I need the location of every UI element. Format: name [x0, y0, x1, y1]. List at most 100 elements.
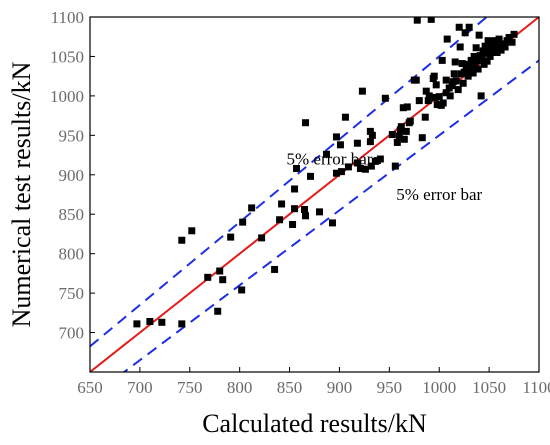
- data-point: [276, 216, 284, 224]
- data-point: [508, 38, 516, 46]
- data-point: [403, 103, 411, 111]
- data-point: [227, 233, 235, 241]
- data-point: [395, 132, 403, 140]
- data-point: [239, 218, 247, 226]
- data-point: [442, 76, 450, 84]
- data-point: [443, 35, 451, 43]
- data-point: [328, 219, 336, 227]
- data-point: [367, 162, 375, 170]
- data-point: [399, 104, 407, 112]
- data-point: [465, 23, 473, 31]
- data-point: [216, 267, 224, 275]
- y-axis-label: Numerical test results/kN: [7, 61, 36, 327]
- data-point: [402, 127, 410, 135]
- x-tick-label: 850: [277, 378, 303, 397]
- y-tick-label: 900: [59, 166, 85, 185]
- data-point: [397, 123, 405, 131]
- y-tick-label: 700: [59, 324, 85, 343]
- data-point: [424, 97, 432, 105]
- data-point: [158, 318, 166, 326]
- data-point: [391, 162, 399, 170]
- reference-line-1: [90, 17, 489, 348]
- data-point: [133, 320, 141, 328]
- data-point: [332, 169, 340, 177]
- data-point: [484, 37, 492, 45]
- data-point: [481, 42, 489, 50]
- data-point: [400, 135, 408, 143]
- x-tick-label: 750: [177, 378, 203, 397]
- data-point: [415, 97, 423, 105]
- data-point: [291, 185, 299, 193]
- error-bar-annotation: 5% error bar: [396, 185, 482, 204]
- x-axis-ticks: 650 700 750 800 850 900 950 1000 1050 1100: [77, 367, 550, 397]
- data-point: [315, 208, 323, 216]
- data-point: [178, 236, 186, 244]
- data-point: [289, 220, 297, 228]
- data-point: [307, 172, 315, 180]
- data-point: [461, 29, 469, 37]
- reference-line-2: [122, 59, 539, 372]
- data-point: [435, 93, 443, 101]
- data-point: [278, 200, 286, 208]
- data-point: [446, 92, 454, 100]
- data-point: [258, 234, 266, 242]
- data-point: [178, 320, 186, 328]
- data-point: [459, 79, 467, 87]
- data-point: [501, 43, 509, 51]
- data-point: [510, 30, 518, 38]
- data-point: [493, 49, 501, 56]
- data-point: [452, 77, 460, 85]
- data-point: [336, 141, 344, 149]
- data-point: [427, 17, 435, 23]
- data-point: [486, 52, 494, 60]
- data-point: [439, 99, 447, 107]
- data-point: [442, 89, 450, 97]
- data-point: [451, 58, 459, 66]
- data-point: [469, 69, 477, 77]
- x-tick-label: 1100: [522, 378, 550, 397]
- y-tick-label: 750: [59, 284, 85, 303]
- x-tick-label: 1000: [422, 378, 456, 397]
- data-point: [413, 17, 421, 24]
- data-point: [430, 72, 438, 80]
- data-point: [492, 44, 500, 52]
- data-point: [341, 113, 349, 121]
- error-bar-annotation: 5% error bar: [287, 150, 373, 169]
- data-point: [368, 131, 376, 139]
- data-point: [393, 138, 401, 146]
- data-point: [412, 76, 420, 84]
- data-point: [455, 23, 463, 31]
- data-point: [376, 155, 384, 163]
- data-point: [188, 227, 196, 235]
- data-point: [366, 138, 374, 146]
- data-point: [302, 119, 310, 127]
- y-tick-label: 850: [59, 205, 85, 224]
- data-point: [293, 164, 301, 172]
- x-axis-label: Calculated results/kN: [202, 409, 427, 438]
- x-tick-label: 1050: [472, 378, 506, 397]
- data-point: [421, 113, 429, 121]
- data-point: [464, 72, 472, 80]
- data-point: [219, 276, 227, 284]
- data-point: [291, 205, 299, 213]
- y-tick-label: 1000: [50, 87, 84, 106]
- data-point: [146, 318, 154, 326]
- data-point: [358, 87, 366, 95]
- data-point: [381, 94, 389, 102]
- data-point: [482, 49, 490, 57]
- data-point: [474, 65, 482, 73]
- data-point: [505, 34, 513, 42]
- data-point: [301, 205, 309, 213]
- data-point: [332, 133, 340, 141]
- x-tick-label: 950: [377, 378, 403, 397]
- data-point: [458, 60, 466, 68]
- plot-frame: [89, 16, 540, 373]
- y-tick-label: 800: [59, 245, 85, 264]
- y-tick-label: 950: [59, 126, 85, 145]
- data-point: [204, 273, 212, 281]
- data-point: [361, 165, 369, 173]
- data-point: [438, 56, 446, 64]
- data-point: [478, 54, 486, 62]
- annotations: 5% error bar 5% error bar: [287, 150, 483, 205]
